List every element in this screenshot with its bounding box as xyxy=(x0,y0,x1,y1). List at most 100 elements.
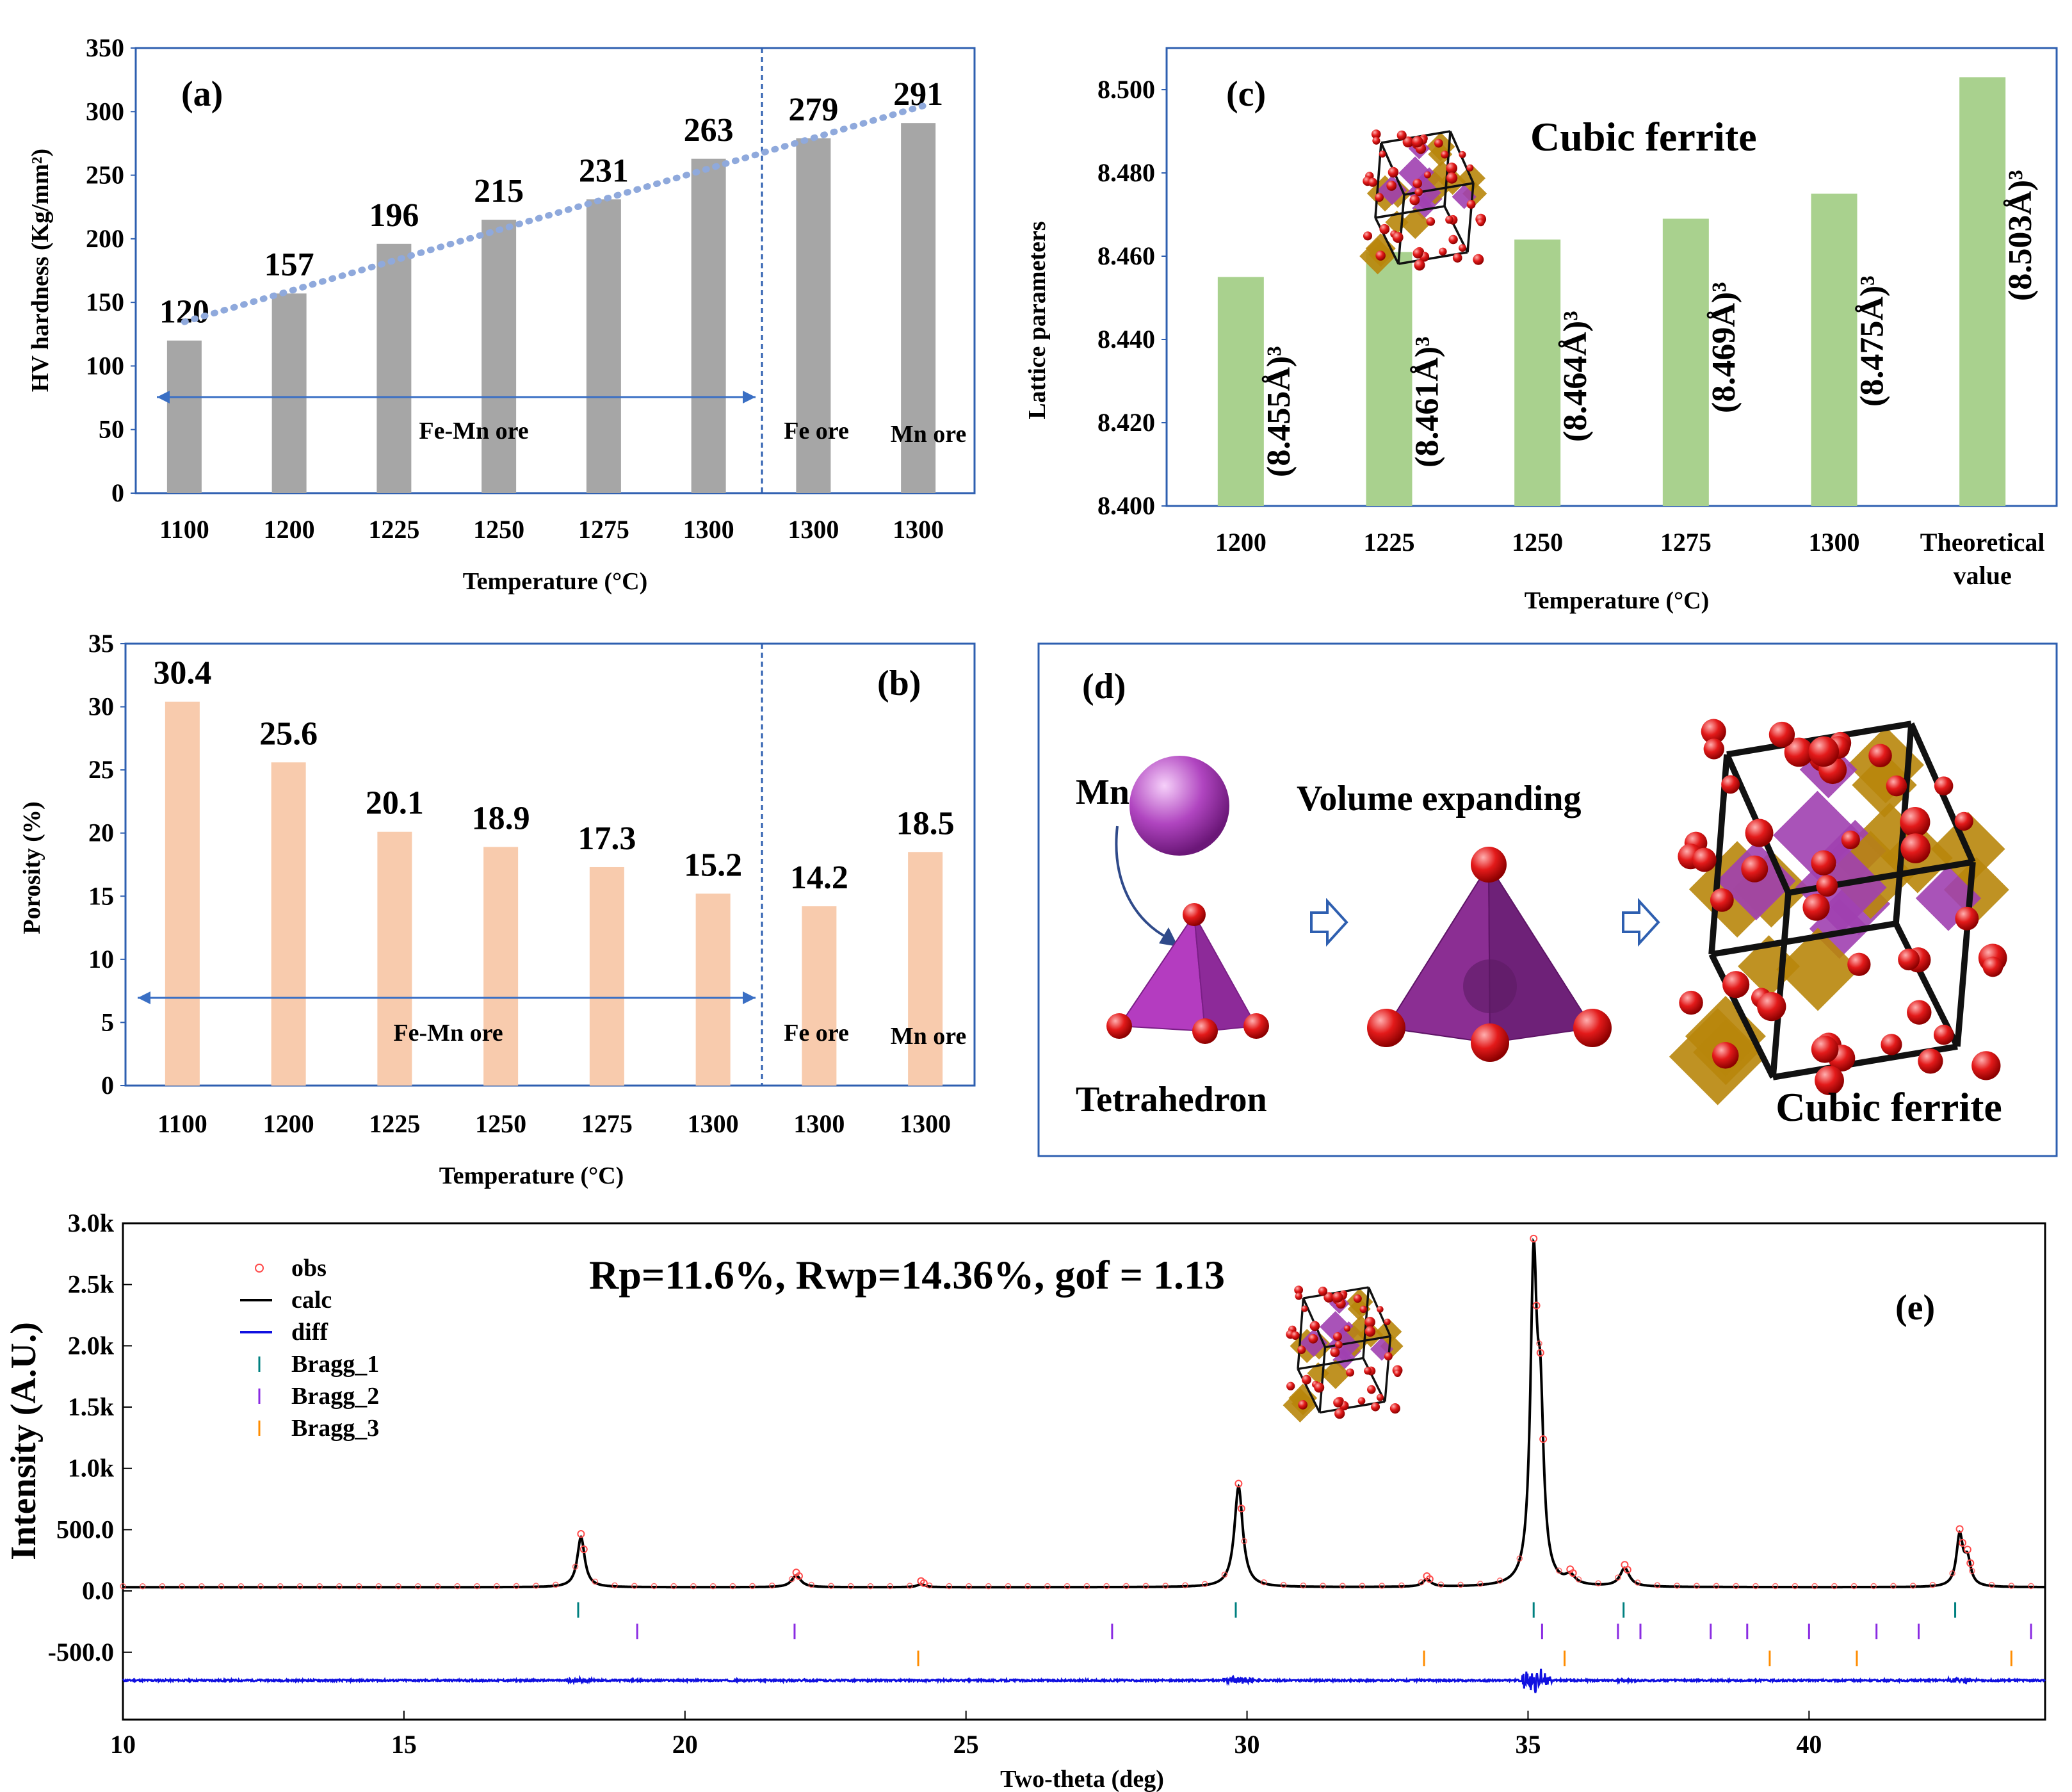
oxygen-atom xyxy=(1886,775,1907,797)
oxygen-atom xyxy=(1364,1317,1375,1328)
obs-point xyxy=(1831,1583,1838,1590)
x-axis-title-e: Two-theta (deg) xyxy=(1000,1766,1164,1792)
obs-point xyxy=(946,1583,953,1590)
x-tick-label: 1275 xyxy=(1660,528,1712,557)
panel-label-e: (e) xyxy=(1895,1288,1935,1328)
group-label-mn: Mn ore xyxy=(891,1023,967,1050)
obs-point xyxy=(1103,1583,1110,1590)
obs-point xyxy=(1261,1579,1267,1586)
oxygen-atom xyxy=(1334,1408,1345,1419)
oxygen-atom xyxy=(1424,171,1431,179)
cell-edge xyxy=(1297,1356,1364,1371)
oxygen-atom xyxy=(1722,971,1750,998)
oxygen-atom xyxy=(1384,1318,1391,1326)
obs-point xyxy=(1496,1577,1503,1584)
obs-point xyxy=(926,1582,933,1589)
mn-label: Mn xyxy=(1076,772,1129,812)
y-tick-label: 30 xyxy=(88,692,114,721)
obs-point xyxy=(2028,1583,2034,1590)
group-label-fe: Fe ore xyxy=(784,418,849,444)
x-axis-title-a: Temperature (°C) xyxy=(463,568,648,595)
obs-point xyxy=(1320,1583,1326,1589)
obs-point xyxy=(1201,1581,1208,1587)
obs-point xyxy=(493,1583,500,1590)
data-label: 231 xyxy=(579,152,629,189)
obs-point xyxy=(1425,1575,1434,1583)
y-tick-label: 25 xyxy=(88,755,114,784)
oxygen-atom xyxy=(1757,991,1786,1022)
obs-point xyxy=(474,1583,480,1590)
obs-point xyxy=(579,1545,588,1554)
y-tick-label: -500.0 xyxy=(48,1638,114,1666)
bar xyxy=(901,123,936,493)
obs-point xyxy=(631,1583,638,1589)
obs-point xyxy=(1634,1579,1641,1586)
obs-point xyxy=(454,1583,461,1590)
oxygen-atom xyxy=(1907,1000,1932,1025)
obs-point xyxy=(238,1583,245,1590)
obs-point xyxy=(1300,1582,1307,1589)
obs-point xyxy=(1615,1574,1621,1581)
oxygen-atom xyxy=(1802,893,1830,921)
oxygen-atom xyxy=(1710,888,1734,912)
xrd-refinement-chart: -500.0 0.0 500.0 1.0k 1.5k 2.0k 2.5k 3.0k 10 15 20… xyxy=(4,1209,2046,1792)
oxygen-atom xyxy=(1409,195,1420,206)
obs-point xyxy=(1792,1583,1799,1590)
obs-point xyxy=(1988,1581,1995,1588)
obs-point xyxy=(919,1579,928,1587)
obs-point xyxy=(1909,1583,1916,1589)
oxygen-atom xyxy=(1298,1400,1308,1410)
obs-point xyxy=(1929,1581,1936,1588)
bar xyxy=(377,831,412,1086)
data-label: (8.464Å)³ xyxy=(1557,311,1594,442)
data-label: 196 xyxy=(369,197,419,234)
legend-label: Bragg_1 xyxy=(291,1351,379,1378)
cell-edge xyxy=(1954,861,1976,1047)
polyhedron xyxy=(1385,210,1409,234)
oxygen-atom xyxy=(1364,1326,1376,1337)
oxygen-atom xyxy=(1377,1306,1384,1313)
obs-point xyxy=(670,1583,677,1590)
obs-point xyxy=(1477,1581,1484,1587)
oxygen-atom xyxy=(1934,776,1954,795)
oxygen-atom xyxy=(1768,721,1795,748)
oxygen-atom xyxy=(1353,1294,1362,1303)
legend-label: Bragg_2 xyxy=(291,1383,379,1410)
oxygen-atom xyxy=(1372,136,1380,145)
bar xyxy=(271,762,306,1086)
obs-point xyxy=(729,1583,736,1590)
oxygen-atom xyxy=(1297,1346,1306,1355)
bar xyxy=(908,852,943,1086)
x-tick-label: 1300 xyxy=(1809,528,1860,557)
group-label-fe: Fe ore xyxy=(784,1020,849,1047)
expanded-tetrahedron-icon xyxy=(1367,847,1612,1062)
data-label: 279 xyxy=(788,92,838,128)
data-label: 25.6 xyxy=(259,715,318,752)
obs-point xyxy=(1379,1583,1385,1589)
oxygen-atom xyxy=(1900,833,1930,863)
oxygen-atom xyxy=(1384,1352,1393,1361)
obs-point xyxy=(553,1581,559,1588)
obs-point xyxy=(139,1583,146,1590)
y-tick-label: 2.0k xyxy=(68,1331,115,1360)
oxygen-atom xyxy=(1295,1292,1303,1300)
obs-point xyxy=(572,1563,579,1570)
x-tick-label: 1225 xyxy=(369,1109,420,1138)
obs-point xyxy=(1569,1569,1577,1577)
polyhedron xyxy=(1347,1297,1371,1321)
oxygen-atom xyxy=(1933,1024,1954,1045)
oxygen-atom xyxy=(1334,1340,1343,1349)
obs-point xyxy=(1280,1581,1287,1588)
cubic-ferrite-crystal-icon xyxy=(1283,1285,1404,1422)
obs-point xyxy=(296,1583,304,1590)
legend-label: Bragg_3 xyxy=(291,1415,379,1442)
obs-point xyxy=(1234,1479,1243,1488)
oxygen-atom xyxy=(1955,906,1979,931)
y-tick-label: 0 xyxy=(101,1071,114,1100)
oxygen-atom xyxy=(1712,1042,1739,1069)
plot-frame-a xyxy=(134,47,976,494)
y-tick-label: 35 xyxy=(88,629,114,658)
y-tick-label: 1.5k xyxy=(68,1392,115,1421)
oxygen-atom xyxy=(1477,218,1485,227)
